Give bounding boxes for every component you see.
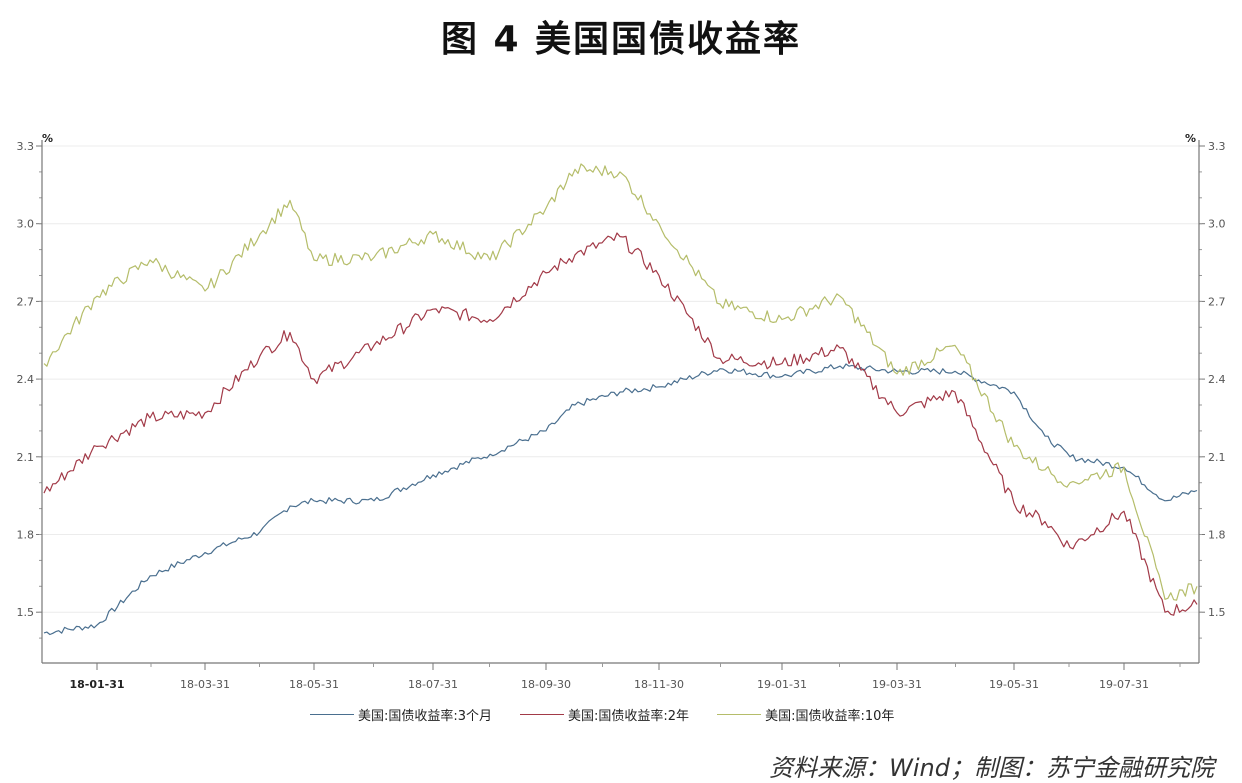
- y-tick-label-right: 1.8: [1208, 529, 1226, 542]
- x-tick-label: 18-01-31: [69, 678, 124, 691]
- legend-item-10y: 美国:国债收益率:10年: [717, 705, 894, 724]
- legend-swatch-3m: [310, 714, 354, 715]
- axes: 1.5 1.5 1.8 1.8 2.1 2.1 2.4 2.4 2.7 2.7 3.0 3.0 3.3 3…: [17, 132, 1226, 691]
- y-tick-label-left: 3.0: [17, 218, 35, 231]
- legend-label-3m: 美国:国债收益率:3个月: [358, 709, 493, 724]
- x-tick-label: 18-03-31: [180, 678, 230, 691]
- y-tick-label-right: 2.7: [1208, 295, 1226, 308]
- x-tick-label: 19-05-31: [989, 678, 1039, 691]
- legend-swatch-10y: [717, 714, 762, 715]
- x-tick-label: 18-09-30: [521, 678, 571, 691]
- y-unit-right: %: [1185, 132, 1196, 145]
- y-tick-label-left: 2.4: [17, 373, 35, 386]
- y-tick-label-left: 2.7: [17, 295, 35, 308]
- series-line-10y: [43, 163, 1198, 601]
- y-tick-label-left: 2.1: [17, 451, 35, 464]
- y-unit-left: %: [42, 132, 53, 145]
- x-tick-label: 18-07-31: [408, 678, 458, 691]
- gridlines: [42, 145, 1199, 613]
- series-lines: [43, 163, 1198, 636]
- x-tick-label: 18-11-30: [634, 678, 684, 691]
- chart-title: 图 4 美国国债收益率: [440, 19, 802, 60]
- y-tick-label-right: 1.5: [1208, 606, 1226, 619]
- series-line-3m: [43, 363, 1198, 636]
- y-tick-label-right: 3.0: [1208, 218, 1226, 231]
- x-tick-label: 19-07-31: [1099, 678, 1149, 691]
- source-note: 资料来源：Wind；制图：苏宁金融研究院: [769, 754, 1214, 782]
- y-tick-label-right: 2.4: [1208, 373, 1226, 386]
- y-tick-label-right: 3.3: [1208, 140, 1226, 153]
- y-tick-label-left: 1.5: [17, 606, 35, 619]
- series-line-2y: [43, 232, 1198, 616]
- legend-item-3m: 美国:国债收益率:3个月: [310, 705, 492, 724]
- legend: 美国:国债收益率:3个月 美国:国债收益率:2年 美国:国债收益率:10年: [310, 705, 894, 724]
- legend-swatch-2y: [520, 714, 565, 715]
- y-tick-label-right: 2.1: [1208, 451, 1226, 464]
- legend-item-2y: 美国:国债收益率:2年: [520, 705, 689, 724]
- x-tick-label: 19-03-31: [872, 678, 922, 691]
- x-tick-label: 18-05-31: [289, 678, 339, 691]
- y-tick-label-left: 1.8: [17, 529, 35, 542]
- x-tick-label: 19-01-31: [757, 678, 807, 691]
- legend-label-10y: 美国:国债收益率:10年: [765, 709, 895, 724]
- legend-label-2y: 美国:国债收益率:2年: [568, 709, 690, 724]
- y-tick-label-left: 3.3: [17, 140, 35, 153]
